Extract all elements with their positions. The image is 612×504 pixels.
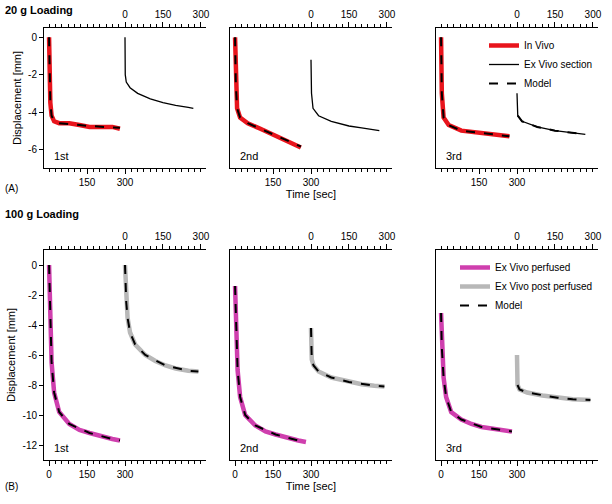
svg-text:150: 150 (265, 469, 282, 480)
svg-text:Time [sec]: Time [sec] (286, 480, 336, 492)
svg-text:0: 0 (122, 9, 128, 20)
svg-text:150: 150 (155, 231, 172, 242)
svg-text:150: 150 (341, 231, 358, 242)
svg-text:-4: -4 (28, 320, 37, 331)
svg-text:0: 0 (232, 469, 238, 480)
svg-text:150: 150 (79, 177, 96, 188)
svg-text:0: 0 (31, 260, 37, 271)
svg-text:0: 0 (308, 231, 314, 242)
svg-text:Ex Vivo perfused: Ex Vivo perfused (495, 262, 570, 273)
svg-text:150: 150 (547, 9, 564, 20)
svg-text:-2: -2 (28, 290, 37, 301)
svg-text:Ex Vivo post perfused: Ex Vivo post perfused (495, 281, 592, 292)
svg-text:0: 0 (438, 469, 444, 480)
svg-text:150: 150 (341, 9, 358, 20)
svg-text:0: 0 (31, 32, 37, 43)
svg-text:0: 0 (122, 231, 128, 242)
svg-text:0: 0 (46, 469, 52, 480)
svg-text:-6: -6 (28, 350, 37, 361)
svg-text:-12: -12 (23, 440, 38, 451)
svg-text:1st: 1st (54, 150, 69, 162)
svg-text:(B): (B) (5, 481, 18, 492)
svg-text:150: 150 (547, 231, 564, 242)
svg-text:Displacement [mm]: Displacement [mm] (11, 51, 23, 145)
svg-text:Model: Model (495, 300, 522, 311)
svg-text:150: 150 (79, 469, 96, 480)
svg-text:300: 300 (585, 9, 602, 20)
svg-text:150: 150 (265, 177, 282, 188)
svg-text:2nd: 2nd (240, 150, 258, 162)
svg-text:300: 300 (509, 469, 526, 480)
svg-text:300: 300 (117, 469, 134, 480)
svg-text:150: 150 (471, 177, 488, 188)
svg-text:150: 150 (471, 469, 488, 480)
svg-text:2nd: 2nd (240, 442, 258, 454)
svg-text:300: 300 (303, 469, 320, 480)
svg-text:300: 300 (303, 177, 320, 188)
svg-text:-4: -4 (28, 107, 37, 118)
svg-text:3rd: 3rd (446, 150, 462, 162)
svg-text:0: 0 (514, 231, 520, 242)
svg-text:300: 300 (585, 231, 602, 242)
svg-text:-2: -2 (28, 69, 37, 80)
svg-text:300: 300 (379, 231, 396, 242)
svg-text:-6: -6 (28, 144, 37, 155)
svg-text:-8: -8 (28, 380, 37, 391)
svg-text:100 g Loading: 100 g Loading (5, 208, 79, 220)
svg-text:Ex Vivo section: Ex Vivo section (524, 59, 592, 70)
svg-text:150: 150 (155, 9, 172, 20)
svg-text:300: 300 (117, 177, 134, 188)
svg-text:(A): (A) (5, 183, 18, 194)
svg-text:300: 300 (379, 9, 396, 20)
svg-text:Time [sec]: Time [sec] (286, 188, 336, 200)
svg-text:20 g Loading: 20 g Loading (5, 4, 73, 16)
svg-text:3rd: 3rd (446, 442, 462, 454)
svg-text:300: 300 (193, 231, 210, 242)
svg-text:Displacement [mm]: Displacement [mm] (5, 308, 17, 402)
svg-text:In Vivo: In Vivo (524, 40, 555, 51)
svg-text:0: 0 (514, 9, 520, 20)
svg-text:0: 0 (308, 9, 314, 20)
svg-text:Model: Model (524, 78, 551, 89)
svg-text:-10: -10 (23, 410, 38, 421)
svg-text:1st: 1st (54, 442, 69, 454)
svg-text:300: 300 (509, 177, 526, 188)
svg-text:300: 300 (193, 9, 210, 20)
